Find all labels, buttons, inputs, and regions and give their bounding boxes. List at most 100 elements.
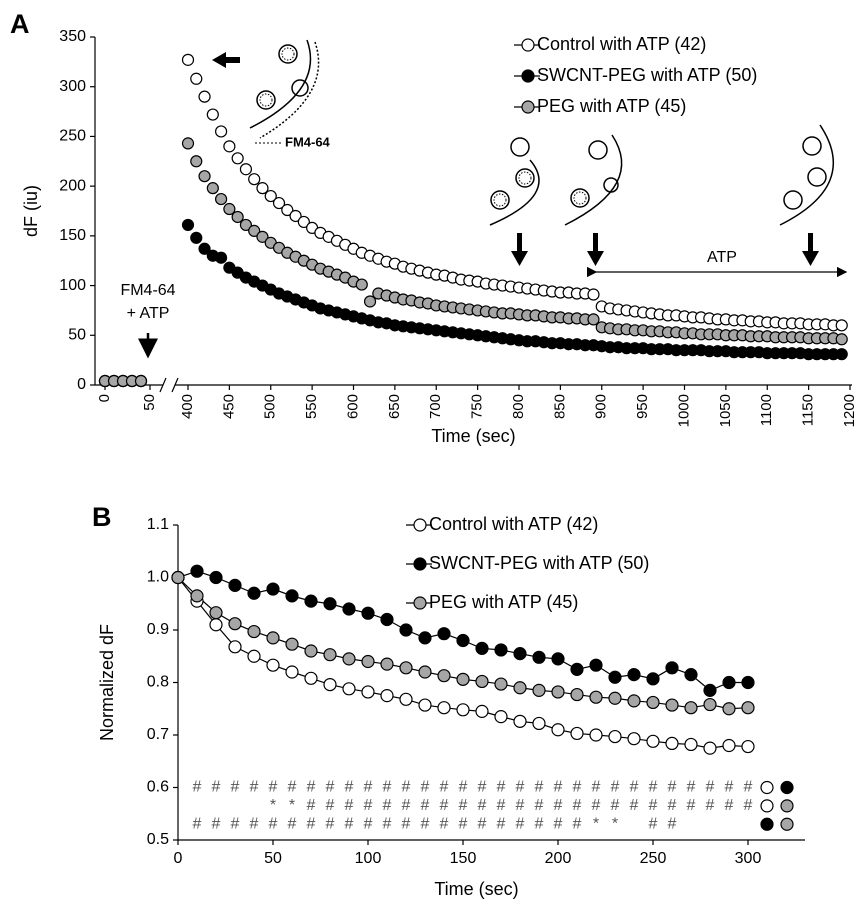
- data-point: [627, 732, 641, 746]
- arrow-head: [212, 52, 226, 68]
- significance-symbol: #: [497, 779, 506, 796]
- vesicle-dye: [518, 171, 532, 185]
- data-point: [703, 741, 717, 755]
- data-point: [297, 215, 310, 229]
- significance-symbol: #: [649, 779, 658, 796]
- data-point: [190, 72, 203, 85]
- data-point: [223, 140, 236, 153]
- x-tick-label: 50: [141, 394, 158, 411]
- data-point: [399, 661, 413, 675]
- significance-symbol: #: [706, 779, 715, 796]
- significance-symbol: #: [307, 779, 316, 796]
- data-point: [266, 631, 280, 645]
- significance-symbol: #: [592, 797, 601, 814]
- significance-symbol: #: [687, 797, 696, 814]
- annotation: FM4-64: [285, 134, 331, 149]
- data-point: [342, 602, 356, 616]
- x-tick-label: 400: [179, 394, 196, 419]
- significance-symbol: #: [725, 797, 734, 814]
- significance-symbol: #: [516, 815, 525, 832]
- data-point: [741, 739, 755, 754]
- significance-symbol: #: [744, 797, 753, 814]
- data-point: [266, 658, 280, 672]
- significance-symbol: #: [269, 779, 278, 796]
- y-tick-label: 350: [59, 28, 86, 45]
- data-point: [272, 196, 286, 210]
- data-point: [627, 694, 641, 708]
- significance-symbol: #: [706, 797, 715, 814]
- x-tick-label: 200: [545, 850, 572, 867]
- significance-symbol: #: [668, 815, 677, 832]
- y-tick-label: 0.6: [147, 779, 169, 796]
- significance-symbol: #: [364, 779, 373, 796]
- x-tick-label: 900: [593, 394, 610, 419]
- significance-symbol: #: [554, 779, 563, 796]
- significance-symbol: #: [269, 815, 278, 832]
- membrane-dye: [259, 41, 320, 139]
- data-point: [741, 701, 755, 715]
- x-tick-label: 250: [640, 850, 667, 867]
- x-tick-label: 50: [264, 850, 282, 867]
- vesicle: [291, 79, 309, 97]
- data-point: [323, 597, 337, 611]
- data-point: [418, 631, 432, 645]
- data-point: [475, 674, 489, 689]
- significance-symbol: *: [612, 815, 618, 832]
- significance-symbol: #: [440, 797, 449, 814]
- significance-symbol: #: [535, 779, 544, 796]
- data-point: [587, 288, 600, 301]
- x-tick-label: 0: [174, 850, 183, 867]
- data-point: [228, 578, 242, 592]
- data-point: [380, 612, 394, 627]
- significance-symbol: #: [326, 797, 335, 814]
- data-point: [206, 182, 219, 195]
- significance-symbol: #: [383, 815, 392, 832]
- legend-label: SWCNT-PEG with ATP (50): [537, 65, 757, 85]
- significance-symbol: #: [402, 779, 411, 796]
- data-point: [181, 137, 195, 150]
- y-tick-label: 250: [59, 128, 86, 145]
- legend-marker: [413, 557, 427, 571]
- data-point: [437, 701, 451, 715]
- significance-symbol: #: [459, 779, 468, 796]
- data-point: [684, 668, 698, 682]
- vesicle: [588, 140, 608, 160]
- x-axis-title: Time (sec): [434, 879, 518, 899]
- vesicle: [510, 137, 530, 157]
- data-point: [247, 649, 261, 663]
- data-point: [342, 682, 356, 696]
- significance-symbol: #: [440, 815, 449, 832]
- data-point: [703, 697, 717, 712]
- data-point: [684, 701, 698, 715]
- x-axis-title: Time (sec): [431, 426, 515, 446]
- membrane: [779, 124, 835, 226]
- data-point: [342, 652, 356, 666]
- significance-symbol: #: [630, 779, 639, 796]
- legend-marker: [521, 38, 535, 52]
- x-tick-label: 500: [262, 394, 279, 419]
- significance-symbol: #: [478, 815, 487, 832]
- data-point: [231, 210, 244, 224]
- legend-marker: [413, 596, 427, 610]
- vesicle: [256, 90, 276, 110]
- data-point: [323, 648, 337, 662]
- legend-label: Control with ATP (42): [429, 514, 598, 534]
- data-point: [264, 189, 277, 203]
- y-tick-label: 100: [59, 277, 86, 294]
- data-point: [361, 606, 375, 620]
- data-point: [198, 242, 211, 255]
- series-line: [177, 570, 748, 692]
- vesicle: [515, 168, 535, 188]
- data-point: [646, 734, 660, 748]
- significance-symbol: #: [611, 779, 620, 796]
- x-tick-label: 100: [355, 850, 382, 867]
- data-point: [608, 729, 622, 744]
- data-point: [228, 617, 242, 631]
- data-point: [589, 658, 603, 672]
- data-point: [570, 687, 584, 702]
- x-tick-label: 1100: [758, 394, 775, 426]
- significance-symbol: #: [687, 779, 696, 796]
- membrane: [564, 134, 623, 226]
- data-point: [475, 704, 489, 718]
